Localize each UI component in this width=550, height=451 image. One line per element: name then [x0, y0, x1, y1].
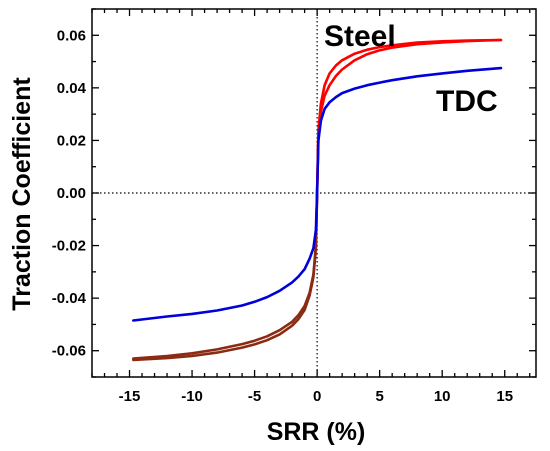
y-tick-label: 0.02 [57, 132, 86, 149]
x-tick-label: -5 [248, 388, 261, 405]
zero-reference-lines [92, 9, 536, 377]
x-tick-label: 5 [375, 388, 383, 405]
y-tick-label: -0.04 [52, 290, 87, 307]
y-tick-label: -0.02 [52, 238, 86, 255]
series-label-steel: Steel [324, 20, 396, 53]
x-tick-label: -15 [119, 388, 141, 405]
series-steel-curve-2-positive [315, 38, 503, 195]
x-tick-label: 10 [434, 388, 451, 405]
x-tick-label: -10 [181, 388, 203, 405]
x-axis-title: SRR (%) [267, 418, 366, 446]
y-axis: -0.06 -0.04 -0.02 0.00 0.02 0.04 0.06 [52, 8, 536, 378]
series-steel-curve-1-negative [132, 191, 319, 360]
y-tick-label: 0.06 [57, 27, 86, 44]
series-steel-curve-2-negative [132, 191, 319, 362]
y-tick-label: -0.06 [52, 343, 86, 360]
y-tick-label: 0.04 [57, 80, 87, 97]
y-tick-label: 0.00 [57, 185, 86, 202]
series-tdc-curve-1-negative [132, 191, 319, 322]
x-axis: -15 -10 -5 0 5 10 15 [91, 9, 531, 405]
plot-series [132, 38, 503, 362]
x-tick-label: 0 [313, 388, 321, 405]
x-tick-label: 15 [496, 388, 513, 405]
y-axis-title: Traction Coefficient [8, 77, 36, 311]
series-label-tdc: TDC [436, 85, 498, 118]
series-tdc-curve-1-positive [315, 66, 503, 195]
